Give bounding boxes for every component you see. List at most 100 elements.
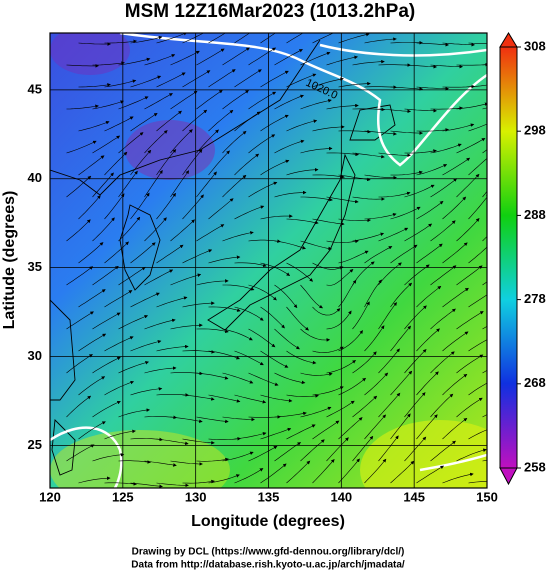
streamline (378, 227, 409, 242)
streamline (404, 305, 427, 330)
streamline (378, 302, 397, 330)
streamline (78, 42, 111, 46)
streamline (78, 242, 104, 264)
streamline (286, 33, 304, 44)
streamline (430, 64, 463, 69)
streamline (430, 265, 457, 286)
streamline (248, 328, 276, 348)
streamline (286, 119, 318, 132)
streamline (312, 262, 344, 270)
streamline (404, 149, 437, 154)
streamline (352, 152, 385, 159)
streamline (144, 54, 176, 66)
streamline (144, 170, 163, 198)
streamline (248, 47, 277, 66)
streamline (208, 33, 226, 44)
streamline (222, 328, 253, 341)
streamline (468, 246, 487, 264)
streamline (468, 157, 487, 176)
plot-frame (49, 32, 488, 489)
streamline (234, 153, 260, 176)
streamline (442, 123, 475, 132)
streamline (144, 460, 177, 467)
streamline (312, 77, 344, 88)
streamline (196, 372, 229, 380)
y-tick-label: 25 (28, 437, 42, 452)
streamline (118, 57, 151, 66)
streamline (352, 351, 377, 374)
streamline (442, 242, 468, 264)
streamline (286, 460, 311, 484)
streamline (338, 129, 371, 134)
streamline (312, 218, 345, 226)
streamline (260, 70, 289, 88)
streamline (234, 205, 265, 220)
streamline (286, 262, 314, 282)
streamline (364, 325, 385, 352)
streamline (118, 408, 151, 418)
streamline (390, 206, 421, 220)
streamline (196, 171, 217, 198)
streamline (118, 361, 149, 374)
streamline (300, 439, 325, 462)
streamline (156, 33, 188, 44)
streamline (430, 220, 456, 242)
streamline (430, 178, 458, 198)
streamline (118, 96, 149, 110)
streamline (404, 184, 435, 198)
y-tick-label: 40 (28, 170, 42, 185)
streamline (156, 72, 186, 88)
streamline (222, 451, 254, 462)
streamline (144, 93, 173, 110)
streamline (144, 130, 168, 154)
streamline (352, 196, 385, 201)
colorbar-tick-label: 288 (524, 207, 546, 222)
streamline (416, 285, 442, 308)
streamline (104, 429, 136, 440)
streamline (156, 438, 189, 446)
streamline (234, 394, 267, 404)
streamline (260, 394, 293, 403)
streamline (208, 306, 241, 312)
streamline (66, 311, 94, 330)
streamline (456, 265, 483, 286)
streamline (130, 192, 150, 220)
y-tick-label: 30 (28, 348, 42, 363)
streamline (118, 170, 138, 198)
streamline (260, 427, 292, 440)
streamline (326, 269, 354, 286)
streamline (364, 37, 397, 44)
streamline (442, 196, 467, 220)
streamline (312, 346, 344, 353)
streamline (156, 244, 184, 264)
streamline (390, 40, 423, 45)
streamline (482, 190, 487, 198)
streamline (326, 360, 356, 374)
streamline (104, 241, 129, 264)
streamline (312, 459, 335, 484)
streamline (222, 130, 247, 154)
streamline (92, 217, 115, 242)
streamline (170, 90, 198, 110)
streamline (196, 416, 229, 424)
streamline (92, 356, 121, 374)
streamline (390, 86, 423, 91)
colorbar-tick-label: 308 (524, 38, 546, 53)
streamline (352, 59, 385, 66)
streamline (378, 191, 411, 198)
streamline (92, 100, 124, 110)
streamline (78, 421, 106, 440)
x-tick-label: 140 (330, 489, 352, 504)
streamline (286, 73, 317, 88)
streamline (118, 216, 141, 242)
streamline (78, 120, 110, 132)
streamline (300, 196, 333, 202)
streamline (326, 103, 359, 110)
streamline (222, 47, 250, 66)
streamline (182, 438, 215, 445)
streamline (326, 400, 355, 418)
colorbar-tick-label: 258 (524, 459, 546, 474)
streamline (130, 112, 158, 132)
streamline (260, 159, 290, 176)
streamline (208, 198, 234, 220)
